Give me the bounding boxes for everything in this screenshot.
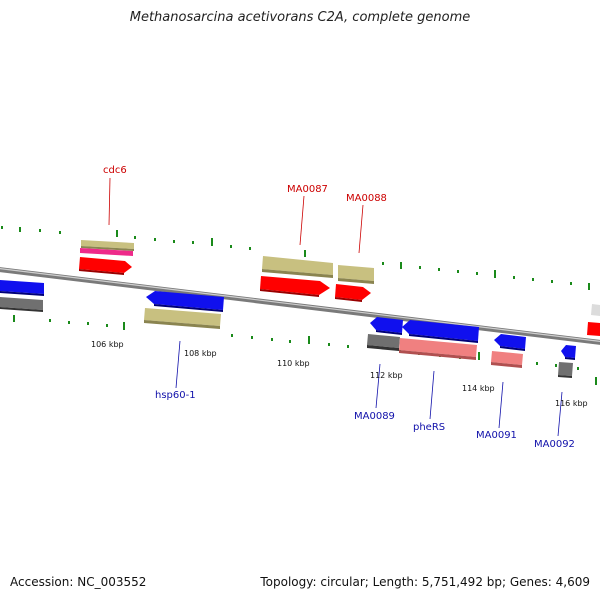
phers-gene[interactable] — [399, 338, 477, 357]
label-phers[interactable]: pheRS — [413, 422, 445, 433]
accession-text: Accession: NC_003552 — [10, 575, 147, 589]
ma0088-gene[interactable] — [338, 265, 374, 281]
forward-features — [79, 240, 600, 336]
label-ma0092[interactable]: MA0092 — [534, 439, 575, 450]
cdc6-rna[interactable] — [80, 248, 133, 256]
reverse-features — [0, 280, 576, 378]
ma0089-gene[interactable] — [367, 334, 400, 348]
phers-cds[interactable] — [402, 320, 479, 341]
label-hsp60-1[interactable]: hsp60-1 — [155, 390, 196, 401]
ma0091-cds[interactable] — [494, 334, 526, 349]
label-ma0091[interactable]: MA0091 — [476, 430, 517, 441]
ma0092-gene[interactable] — [558, 362, 573, 376]
inner-tick-track — [13, 315, 597, 385]
tick-label-116: 116 kbp — [555, 399, 588, 408]
cdc6-cds[interactable] — [79, 257, 132, 273]
topology-text: Topology: circular; Length: 5,751,492 bp… — [260, 575, 590, 589]
label-ma0087[interactable]: MA0087 — [287, 184, 328, 195]
tick-label-114: 114 kbp — [462, 384, 495, 393]
edge-cds-right[interactable] — [587, 322, 600, 336]
ma0092-cds[interactable] — [561, 345, 576, 358]
tick-label-108: 108 kbp — [184, 349, 217, 358]
ma0087-gene[interactable] — [262, 256, 333, 275]
tick-label-112: 112 kbp — [370, 371, 403, 380]
ma0088-cds[interactable] — [335, 284, 371, 300]
label-ma0089[interactable]: MA0089 — [354, 411, 395, 422]
label-leader-lines — [108, 177, 563, 437]
ma0091-gene[interactable] — [491, 351, 523, 365]
edge-gene-right[interactable] — [591, 304, 600, 316]
outer-tick-track — [1, 226, 590, 290]
hsp60-cds[interactable] — [146, 291, 224, 310]
label-cdc6[interactable]: cdc6 — [103, 165, 127, 176]
genome-backbone — [0, 267, 600, 345]
tick-label-106: 106 kbp — [91, 340, 124, 349]
tick-label-110: 110 kbp — [277, 359, 310, 368]
hsp60-gene[interactable] — [144, 308, 221, 326]
edge-gray-left[interactable] — [0, 297, 43, 310]
label-ma0088[interactable]: MA0088 — [346, 193, 387, 204]
edge-cds-left[interactable] — [0, 280, 44, 294]
ma0087-cds[interactable] — [260, 276, 330, 295]
map-title: Methanosarcina acetivorans C2A, complete… — [129, 10, 471, 25]
ma0089-cds[interactable] — [370, 317, 403, 333]
